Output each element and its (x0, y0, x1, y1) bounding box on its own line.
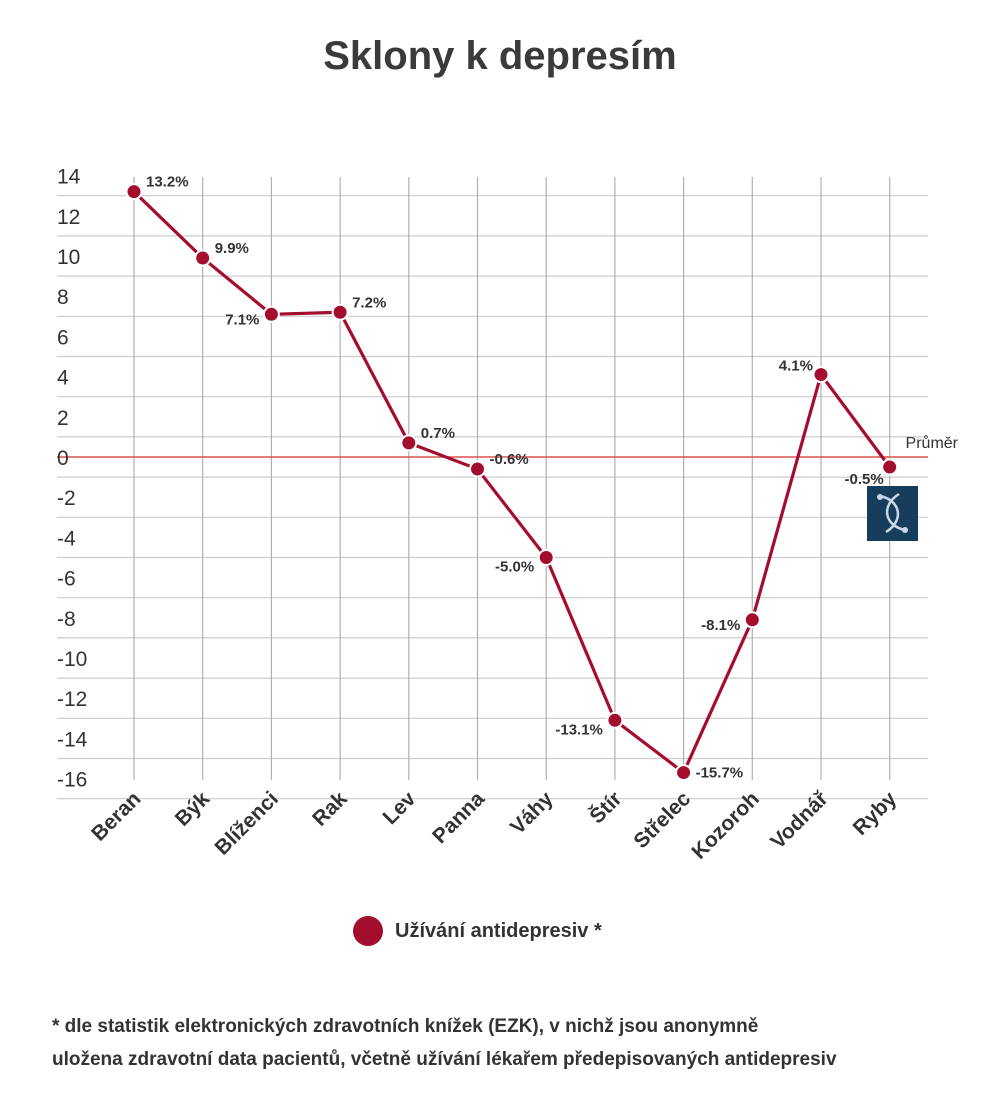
data-point (125, 183, 143, 201)
y-axis-ticks: 14 12 10 8 6 4 2 0 -2 -4 -6 -8 -10 -12 -14 -16 (57, 166, 88, 792)
y-tick-label: -8 (57, 608, 76, 631)
data-label: 7.2% (352, 294, 386, 311)
pisces-fish-2 (886, 492, 906, 532)
data-point (881, 458, 899, 476)
x-tick-label: Ryby (849, 787, 902, 840)
footnote-line-1: * dle statistik elektronických zdravotní… (52, 1016, 759, 1037)
y-tick-label: 4 (57, 367, 69, 390)
x-tick-label: Štír (585, 787, 627, 829)
legend-label: Užívání antidepresiv * (395, 919, 602, 942)
y-tick-label: 2 (57, 407, 69, 430)
x-tick-label: Rak (308, 787, 352, 831)
pisces-icon (867, 486, 918, 541)
data-label: 0.7% (421, 425, 455, 442)
data-label: 9.9% (215, 240, 249, 257)
data-label: -8.1% (701, 617, 740, 634)
data-point (537, 549, 555, 566)
data-label: 4.1% (779, 358, 813, 375)
data-point (743, 611, 761, 629)
reference-line-group: Průměr (57, 434, 959, 458)
x-tick-label: Beran (87, 787, 145, 845)
y-tick-label: 6 (57, 326, 69, 349)
data-point (262, 305, 280, 323)
footnote: * dle statistik elektronických zdravotní… (52, 1010, 982, 1076)
pisces-fish-2-head (902, 527, 908, 533)
series-antidepressants (125, 183, 899, 782)
data-label: -15.7% (696, 765, 744, 782)
data-label: -13.1% (555, 721, 603, 738)
data-label: -5.0% (495, 559, 534, 576)
data-point (331, 303, 349, 321)
data-point (469, 460, 486, 478)
data-point (194, 249, 212, 267)
series-line (132, 190, 891, 775)
x-tick-label: Býk (171, 787, 215, 831)
x-tick-label: Panna (428, 787, 489, 848)
data-point (400, 434, 418, 452)
y-tick-label: 10 (57, 246, 80, 269)
x-tick-label: Váhy (506, 787, 558, 839)
data-point (675, 764, 693, 782)
pisces-icon-bg (867, 486, 918, 541)
data-label: -0.6% (490, 451, 529, 468)
grid (57, 177, 928, 800)
legend: Užívání antidepresiv * (353, 914, 602, 948)
data-labels: 13.2% 9.9% 7.1% 7.2% 0.7% -0.6% -5.0% -13.1% -15… (146, 174, 884, 782)
data-point (606, 711, 624, 729)
footnote-line-2: uložena zdravotní data pacientů, včetně … (52, 1049, 837, 1070)
data-point (812, 366, 830, 384)
y-tick-label: -2 (57, 487, 76, 510)
data-label: -0.5% (845, 471, 884, 488)
y-tick-label: -6 (57, 568, 76, 591)
y-tick-label: -12 (57, 688, 87, 711)
legend-marker (353, 916, 383, 946)
y-tick-label: 14 (57, 166, 81, 189)
pisces-fish-1 (879, 494, 899, 534)
x-tick-label: Střelec (629, 787, 695, 853)
y-tick-label: -10 (57, 648, 87, 671)
y-tick-label: 12 (57, 206, 80, 229)
x-tick-label: Lev (378, 787, 420, 829)
y-tick-label: -4 (57, 527, 76, 550)
data-label: 7.1% (225, 311, 259, 328)
pisces-fish-1-head (877, 494, 883, 500)
y-tick-label: 8 (57, 286, 69, 309)
chart-title: Sklony k depresím (323, 34, 677, 78)
x-tick-label: Vodnář (766, 787, 833, 854)
y-tick-label: 0 (57, 447, 69, 470)
y-tick-label: -16 (57, 769, 87, 792)
y-tick-label: -14 (57, 728, 88, 751)
data-label: 13.2% (146, 174, 189, 191)
reference-line-label: Průměr (906, 434, 959, 452)
